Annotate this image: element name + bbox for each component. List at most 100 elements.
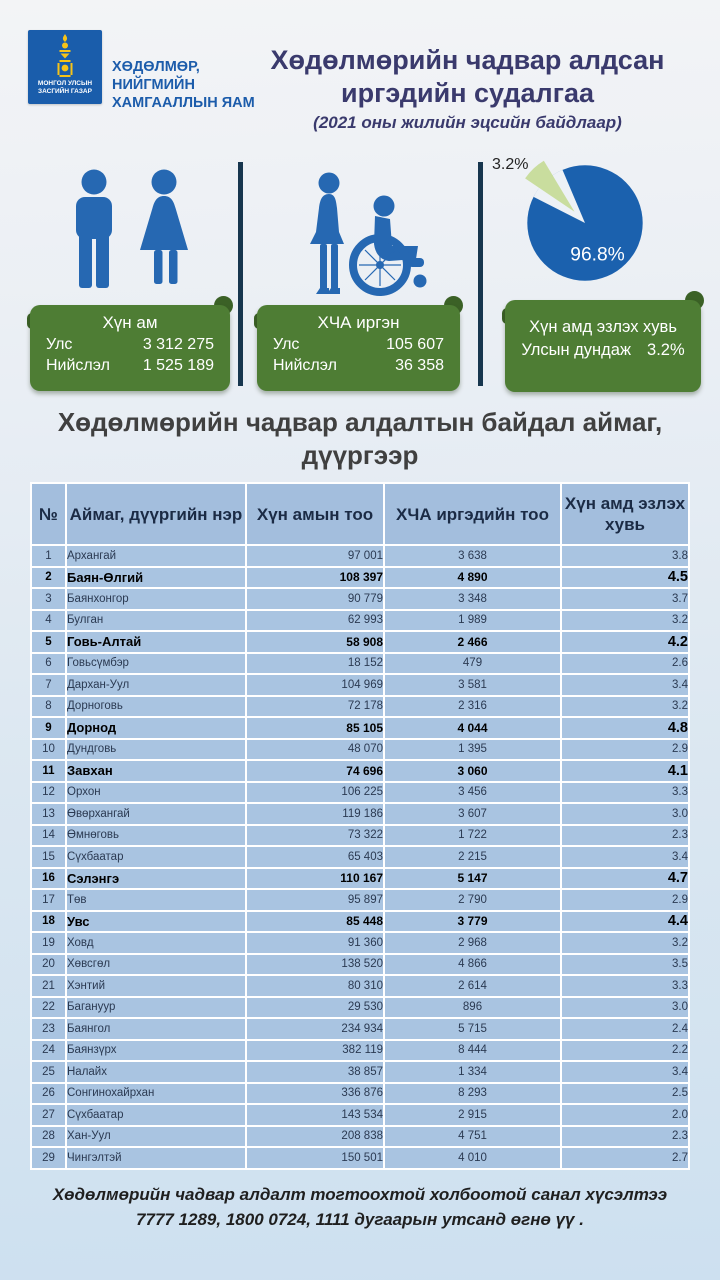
table-row: 16 Сэлэнгэ 110 167 5 147 4.7 xyxy=(30,866,690,890)
region-name: Сүхбаатар xyxy=(65,845,247,869)
region-name: Налайх xyxy=(65,1060,247,1084)
label: Хүн амд эзлэх хувь xyxy=(529,318,677,336)
region-name: Баянхонгор xyxy=(65,587,247,611)
column-header-no: № xyxy=(30,482,67,546)
population-value: 73 322 xyxy=(245,823,385,847)
region-table: № Аймаг, дүүргийн нэр Хүн амын тоо ХЧА и… xyxy=(30,482,690,1170)
region-name: Хөвсгөл xyxy=(65,952,247,976)
table-row: 24 Баянзүрх 382 119 8 444 2.2 xyxy=(30,1038,690,1062)
table-row: 14 Өмнөговь 73 322 1 722 2.3 xyxy=(30,823,690,847)
row-number: 16 xyxy=(30,866,67,890)
row-number: 17 xyxy=(30,888,67,912)
row-number: 9 xyxy=(30,716,67,740)
page-subtitle: (2021 оны жилийн эцсийн байдлаар) xyxy=(313,113,622,132)
population-info-box: Хүн ам Улс 3 312 275 Нийслэл 1 525 189 xyxy=(27,296,233,391)
row-number: 22 xyxy=(30,995,67,1019)
pie-slice-label-main: 96.8% xyxy=(570,245,625,266)
share-value: 2.9 xyxy=(560,737,690,761)
label: Улсын дундаж xyxy=(521,341,632,359)
row-number: 12 xyxy=(30,780,67,804)
hca-value: 2 915 xyxy=(383,1103,562,1127)
table-row: 8 Дорноговь 72 178 2 316 3.2 xyxy=(30,694,690,718)
male-female-icon xyxy=(76,169,188,288)
population-value: 85 105 xyxy=(245,716,385,740)
population-value: 234 934 xyxy=(245,1017,385,1041)
region-name: Чингэлтэй xyxy=(65,1146,247,1170)
population-value: 91 360 xyxy=(245,931,385,955)
population-value: 85 448 xyxy=(245,909,385,933)
share-value: 4.2 xyxy=(560,630,690,654)
value: 36 358 xyxy=(395,357,444,374)
region-name: Баянзүрх xyxy=(65,1038,247,1062)
share-value: 4.4 xyxy=(560,909,690,933)
table-row: 17 Төв 95 897 2 790 2.9 xyxy=(30,888,690,912)
population-value: 38 857 xyxy=(245,1060,385,1084)
population-value: 108 397 xyxy=(245,565,385,589)
population-value: 95 897 xyxy=(245,888,385,912)
share-value: 4.5 xyxy=(560,565,690,589)
share-value: 3.2 xyxy=(560,694,690,718)
disabled-capital-row: Нийслэл 36 358 xyxy=(271,355,446,376)
table-row: 5 Говь-Алтай 58 908 2 466 4.2 xyxy=(30,630,690,654)
population-capital-row: Нийслэл 1 525 189 xyxy=(44,355,216,376)
share-value: 3.5 xyxy=(560,952,690,976)
label: Нийслэл xyxy=(273,357,337,374)
population-value: 110 167 xyxy=(245,866,385,890)
label: Улс xyxy=(46,336,73,353)
table-row: 21 Хэнтий 80 310 2 614 3.3 xyxy=(30,974,690,998)
region-name: Архангай xyxy=(65,544,247,568)
row-number: 27 xyxy=(30,1103,67,1127)
region-table-body: 1 Архангай 97 001 3 638 3.8 2 Баян-Өлгий… xyxy=(30,544,690,1170)
table-row: 7 Дархан-Уул 104 969 3 581 3.4 xyxy=(30,673,690,697)
share-value: 2.5 xyxy=(560,1081,690,1105)
column-header-share: Хүн амд эзлэх хувь xyxy=(560,482,690,546)
hca-value: 8 444 xyxy=(383,1038,562,1062)
row-number: 5 xyxy=(30,630,67,654)
share-value: 3.4 xyxy=(560,1060,690,1084)
share-value: 2.3 xyxy=(560,1124,690,1148)
population-country-row: Улс 3 312 275 xyxy=(44,334,216,355)
row-number: 26 xyxy=(30,1081,67,1105)
hca-value: 1 722 xyxy=(383,823,562,847)
hca-value: 4 866 xyxy=(383,952,562,976)
share-value: 3.2 xyxy=(560,931,690,955)
population-value: 90 779 xyxy=(245,587,385,611)
hca-value: 2 215 xyxy=(383,845,562,869)
row-number: 3 xyxy=(30,587,67,611)
share-value: 3.8 xyxy=(560,544,690,568)
population-value: 58 908 xyxy=(245,630,385,654)
disabled-info-box: ХЧА иргэн Улс 105 607 Нийслэл 36 358 xyxy=(254,296,463,391)
region-name: Дорнод xyxy=(65,716,247,740)
table-row: 15 Сүхбаатар 65 403 2 215 3.4 xyxy=(30,845,690,869)
share-value: 2.9 xyxy=(560,888,690,912)
table-row: 28 Хан-Уул 208 838 4 751 2.3 xyxy=(30,1124,690,1148)
table-row: 20 Хөвсгөл 138 520 4 866 3.5 xyxy=(30,952,690,976)
hca-value: 5 147 xyxy=(383,866,562,890)
region-name: Сэлэнгэ xyxy=(65,866,247,890)
vertical-divider xyxy=(478,162,483,386)
share-value: 2.2 xyxy=(560,1038,690,1062)
share-value: 3.0 xyxy=(560,802,690,826)
table-row: 2 Баян-Өлгий 108 397 4 890 4.5 xyxy=(30,565,690,589)
table-section-title: Хөдөлмөрийн чадвар алдалтын байдал аймаг… xyxy=(57,407,663,470)
table-row: 10 Дундговь 48 070 1 395 2.9 xyxy=(30,737,690,761)
column-header-name: Аймаг, дүүргийн нэр xyxy=(65,482,247,546)
row-number: 21 xyxy=(30,974,67,998)
table-row: 6 Говьсүмбэр 18 152 479 2.6 xyxy=(30,651,690,675)
share-value: 2.6 xyxy=(560,651,690,675)
row-number: 23 xyxy=(30,1017,67,1041)
hca-value: 3 456 xyxy=(383,780,562,804)
row-number: 18 xyxy=(30,909,67,933)
value: 1 525 189 xyxy=(142,357,214,374)
pie-chart: 96.8% xyxy=(525,160,643,281)
region-name: Дундговь xyxy=(65,737,247,761)
share-value: 2.3 xyxy=(560,823,690,847)
share-value: 3.4 xyxy=(560,845,690,869)
region-name: Өвөрхангай xyxy=(65,802,247,826)
table-row: 3 Баянхонгор 90 779 3 348 3.7 xyxy=(30,587,690,611)
government-emblem-logo: МОНГОЛ УЛСЫН ЗАСГИЙН ГАЗАР xyxy=(28,30,102,104)
hca-value: 3 638 xyxy=(383,544,562,568)
row-number: 7 xyxy=(30,673,67,697)
row-number: 29 xyxy=(30,1146,67,1170)
table-row: 25 Налайх 38 857 1 334 3.4 xyxy=(30,1060,690,1084)
